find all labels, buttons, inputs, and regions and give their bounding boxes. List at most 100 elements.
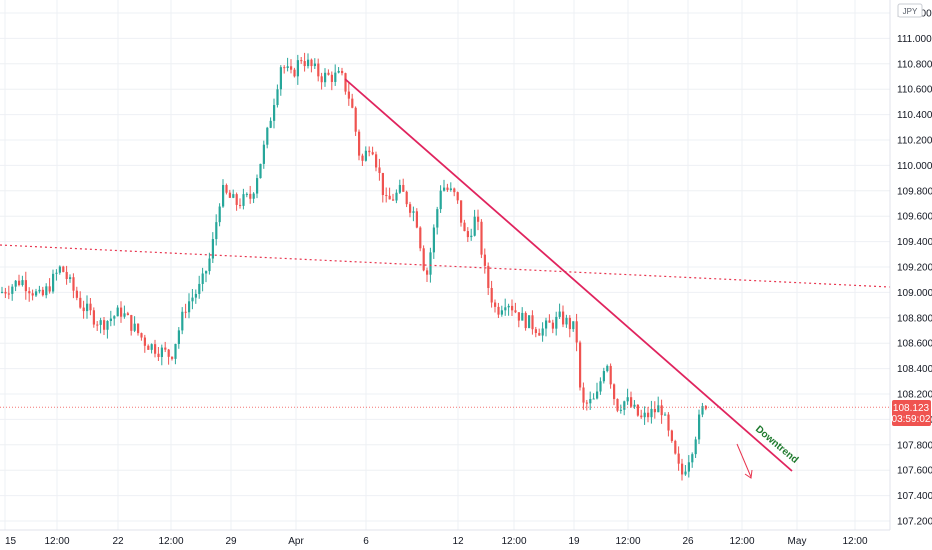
candle-up: [133, 316, 136, 333]
candle-up: [279, 65, 282, 96]
candle-up: [657, 396, 660, 413]
x-tick-label: 12:00: [842, 536, 867, 547]
candle-up: [307, 53, 310, 69]
candle-up: [58, 265, 61, 275]
y-tick-label: 109.600: [897, 212, 932, 223]
candle-up: [698, 409, 701, 444]
candle-down: [157, 347, 160, 362]
candle-down: [358, 129, 361, 161]
currency-label: JPY: [903, 7, 918, 16]
bar-countdown-label: 03:59:02: [892, 414, 931, 425]
candle-up: [701, 402, 704, 418]
candle-down: [72, 273, 75, 299]
grid: [0, 0, 890, 530]
candle-down: [548, 314, 551, 323]
x-tick-label: 12:00: [158, 536, 183, 547]
candle-up: [38, 285, 41, 294]
candle-down: [65, 265, 68, 285]
candle-down: [677, 446, 680, 471]
candle-down: [249, 185, 252, 204]
candle-down: [582, 382, 585, 410]
candle-down: [670, 429, 673, 443]
candle-up: [623, 400, 626, 416]
candle-down: [466, 227, 469, 242]
candle-down: [647, 406, 650, 423]
horizontal-resistance-line[interactable]: [0, 244, 891, 288]
candle-up: [439, 185, 442, 213]
candle-up: [232, 189, 235, 199]
candle-down: [524, 311, 527, 331]
candle-up: [69, 274, 72, 283]
x-tick-label: 12:00: [501, 536, 526, 547]
candle-down: [320, 72, 323, 90]
candle-up: [160, 344, 163, 366]
candle-down: [453, 187, 456, 197]
candle-down: [415, 208, 418, 229]
candle-down: [511, 299, 514, 316]
candle-down: [228, 189, 231, 199]
candle-down: [534, 326, 537, 338]
candle-down: [154, 339, 157, 358]
candle-down: [381, 172, 384, 203]
candle-up: [35, 288, 38, 298]
candle-down: [385, 187, 388, 203]
candle-down: [517, 312, 520, 328]
candle-up: [191, 289, 194, 310]
candle-up: [245, 192, 248, 198]
candles: [1, 52, 707, 481]
candle-up: [558, 303, 561, 319]
x-tick-label: 29: [225, 536, 237, 547]
y-tick-label: 107.600: [897, 466, 932, 477]
candle-up: [14, 280, 17, 292]
currency-badge[interactable]: [897, 3, 923, 18]
candle-down: [120, 301, 123, 323]
candle-up: [269, 117, 272, 129]
y-tick-label: 108.200: [897, 390, 932, 401]
x-tick-label: Apr: [288, 536, 304, 547]
candle-down: [164, 341, 167, 353]
candle-down: [351, 93, 354, 109]
candle-up: [691, 452, 694, 468]
candle-up: [113, 315, 116, 326]
candle-down: [681, 458, 684, 481]
candle-down: [514, 302, 517, 314]
candle-up: [599, 377, 602, 395]
candle-down: [480, 219, 483, 259]
time-axis: 15 12:00 22 12:00 29 Apr 6 12 12:00 19 12:00 26 12:0…: [0, 529, 890, 547]
candle-down: [62, 265, 65, 273]
candle-down: [575, 313, 578, 352]
candle-down: [82, 300, 85, 319]
candle-up: [52, 269, 55, 294]
candle-up: [504, 298, 507, 316]
candle-down: [422, 245, 425, 272]
candle-down: [327, 69, 330, 76]
candle-down: [143, 334, 146, 353]
candle-up: [664, 412, 667, 416]
candle-up: [619, 404, 622, 414]
candle-down: [18, 274, 21, 287]
candle-down: [660, 399, 663, 424]
x-tick-label: 19: [568, 536, 580, 547]
candle-down: [167, 348, 170, 365]
candle-down: [667, 412, 670, 437]
candle-up: [99, 317, 102, 334]
candle-down: [378, 158, 381, 181]
candle-down: [579, 340, 582, 391]
candle-up: [177, 327, 180, 349]
y-tick-label: 109.400: [897, 237, 932, 248]
y-tick-label: 109.000: [897, 288, 932, 299]
candle-down: [354, 106, 357, 136]
candle-down: [375, 151, 378, 172]
candle-up: [205, 270, 208, 283]
candle-up: [45, 283, 48, 299]
candle-up: [188, 293, 191, 319]
candle-up: [470, 228, 473, 241]
candle-up: [276, 84, 279, 108]
candle-down: [426, 267, 429, 282]
downtrend-line[interactable]: [344, 78, 793, 472]
candle-up: [443, 179, 446, 192]
candle-up: [194, 289, 197, 304]
candle-down: [283, 65, 286, 74]
down-arrow: [736, 443, 753, 479]
